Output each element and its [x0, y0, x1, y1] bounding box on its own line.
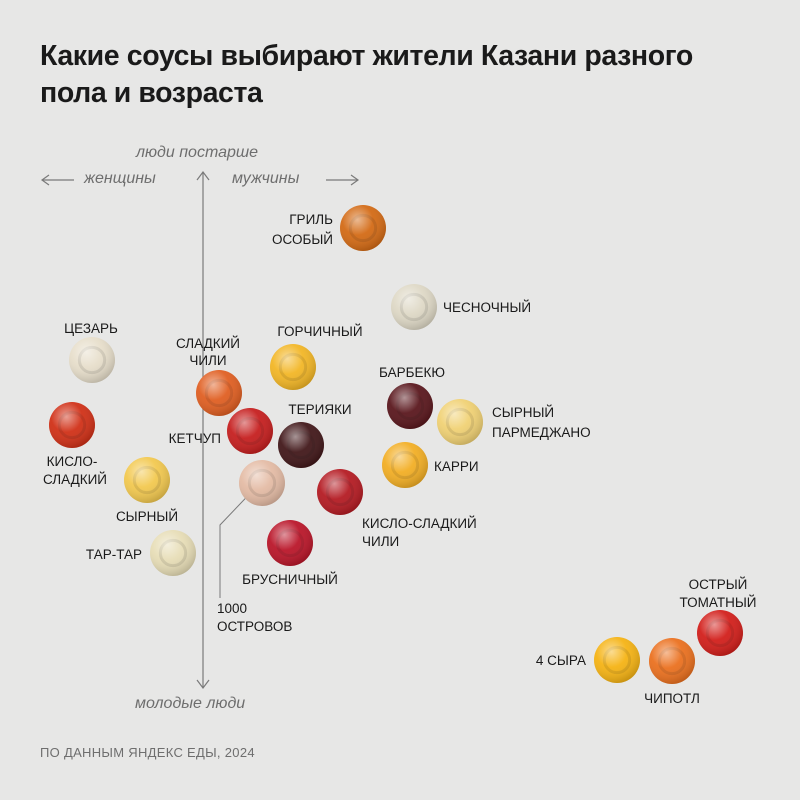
sauce-marker-sladkiy-chili: [196, 370, 242, 416]
axis-label-left: женщины: [84, 170, 156, 187]
sauce-marker-syrnyy: [124, 457, 170, 503]
sauce-label-tsezar: ЦЕЗАРЬ: [64, 321, 118, 336]
sauce-marker-ketchup: [227, 408, 273, 454]
sauce-label-kislo-sladkiy: КИСЛО-СЛАДКИЙ: [43, 454, 107, 487]
sauce-label-ketchup: КЕТЧУП: [169, 431, 221, 446]
sauce-shine: [649, 638, 695, 684]
sauce-label-brusnichnyy: БРУСНИЧНЫЙ: [242, 572, 338, 587]
sauce-marker-teriyaki: [278, 422, 324, 468]
sauce-label-sladkiy-chili: СЛАДКИЙ ЧИЛИ: [176, 336, 240, 368]
sauce-marker-brusnichnyy: [267, 520, 313, 566]
sauce-marker-chesnochnyy: [391, 284, 437, 330]
sauce-label-syrnyy: СЫРНЫЙ: [116, 509, 178, 524]
sauce-label-chesnochnyy: ЧЕСНОЧНЫЙ: [443, 300, 531, 315]
sauce-label-gril-osobyy: ГРИЛЬ ОСОБЫЙ: [272, 212, 333, 247]
sauce-label-ostryy-tomatnyy: ОСТРЫЙ ТОМАТНЫЙ: [680, 577, 757, 610]
source-note: ПО ДАННЫМ ЯНДЕКС ЕДЫ, 2024: [40, 745, 255, 760]
sauce-label-gorchichnyy: ГОРЧИЧНЫЙ: [277, 324, 362, 339]
sauce-shine: [69, 337, 115, 383]
sauce-marker-4-syra: [594, 637, 640, 683]
sauce-label-teriyaki: ТЕРИЯКИ: [288, 402, 351, 417]
sauce-shine: [227, 408, 273, 454]
arrow-right-icon: [350, 174, 360, 186]
sauce-markers: [49, 205, 743, 684]
axis-arrow-up-icon: [196, 171, 210, 181]
sauce-marker-gorchichnyy: [270, 344, 316, 390]
axis-label-bottom: молодые люди: [135, 695, 246, 712]
sauce-marker-kislo-sladkiy: [49, 402, 95, 448]
sauce-label-tar-tar: ТАР-ТАР: [86, 547, 142, 562]
sauce-label-4-syra: 4 СЫРА: [536, 653, 586, 668]
sauce-label-karri: КАРРИ: [434, 459, 479, 474]
axis-label-top: люди постарше: [136, 144, 259, 161]
sauce-shine: [278, 422, 324, 468]
axis-arrow-down-icon: [196, 679, 210, 689]
sauce-label-barbekyu: БАРБЕКЮ: [379, 365, 445, 380]
sauce-marker-tsezar: [69, 337, 115, 383]
sauce-marker-barbekyu: [387, 383, 433, 429]
axis-label-right: мужчины: [232, 170, 300, 187]
sauce-marker-ostryy-tomatnyy: [697, 610, 743, 656]
sauce-shine: [387, 383, 433, 429]
sauce-label-1000-ostrovov: 1000 ОСТРОВОВ: [217, 601, 292, 634]
sauce-shine: [124, 457, 170, 503]
sauce-labels: ГРИЛЬ ОСОБЫЙ ЧЕСНОЧНЫЙ ЦЕЗАРЬ СЛАДКИЙ ЧИЛИ ГОР…: [43, 212, 757, 706]
sauce-marker-chipotl: [649, 638, 695, 684]
sauce-label-syrnyy-parmedzhano: СЫРНЫЙ ПАРМЕДЖАНО: [492, 405, 591, 440]
sauce-marker-tar-tar: [150, 530, 196, 576]
sauce-shine: [267, 520, 313, 566]
sauce-marker-1000-ostrovov: [239, 460, 285, 506]
sauce-marker-syrnyy-parmedzhano: [437, 399, 483, 445]
sauce-shine: [697, 610, 743, 656]
sauce-shine: [150, 530, 196, 576]
sauce-shine: [391, 284, 437, 330]
sauce-label-chipotl: ЧИПОТЛ: [644, 691, 700, 706]
sauce-shine: [437, 399, 483, 445]
sauce-shine: [594, 637, 640, 683]
sauce-shine: [270, 344, 316, 390]
page-title: Какие соусы выбирают жители Казани разно…: [40, 40, 693, 109]
axes: [40, 171, 360, 689]
sauce-shine: [317, 469, 363, 515]
sauce-shine: [340, 205, 386, 251]
sauce-shine: [49, 402, 95, 448]
sauce-marker-karri: [382, 442, 428, 488]
sauce-label-kislo-sladkiy-chili: КИСЛО-СЛАДКИЙ ЧИЛИ: [362, 516, 477, 549]
sauce-shine: [239, 460, 285, 506]
sauce-marker-kislo-sladkiy-chili: [317, 469, 363, 515]
sauce-shine: [382, 442, 428, 488]
arrow-left-icon: [40, 174, 50, 186]
sauce-shine: [196, 370, 242, 416]
sauce-marker-gril-osobyy: [340, 205, 386, 251]
